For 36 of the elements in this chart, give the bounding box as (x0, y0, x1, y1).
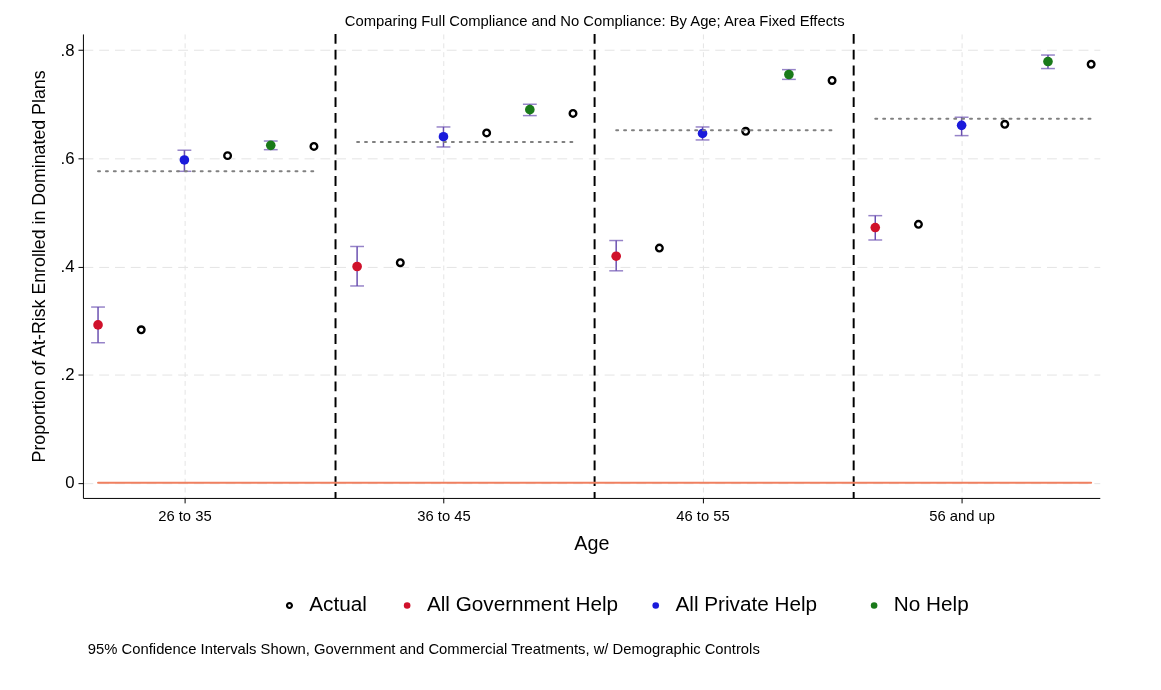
x-tick-label: 36 to 45 (417, 508, 471, 525)
point (870, 222, 881, 233)
point (223, 151, 233, 161)
legend-label: All Private Help (675, 592, 818, 616)
point (438, 131, 449, 142)
point (136, 325, 146, 335)
point (352, 261, 362, 272)
point (395, 258, 405, 268)
y-axis-title: Proportion of At-Risk Enrolled in Dominated Plans (28, 70, 49, 463)
text: 95% Confidence Intervals Shown, Government and Commercial Treatments, w/ Demographic Controls (87, 640, 760, 657)
y-tick-label: .8 (60, 40, 75, 60)
x-tick-label: 56 and up (929, 508, 996, 525)
point (956, 120, 967, 131)
legend-label: No Help (893, 592, 969, 616)
chart-title: Comparing Full Compliance and No Compliance: By Age; Area Fixed Effects (344, 13, 845, 30)
point (827, 75, 837, 85)
point (1086, 59, 1096, 69)
y-tick-label: 0 (65, 473, 75, 493)
point (611, 251, 621, 262)
x-tick-label: 26 to 35 (158, 508, 212, 525)
point (179, 155, 190, 165)
point (741, 126, 751, 136)
y-tick-label: .6 (60, 148, 75, 168)
y-tick-label: .2 (60, 365, 75, 385)
x-tick-label: 46 to 55 (676, 508, 730, 525)
x-axis-title: Age (574, 531, 610, 554)
legend-label: All Government Help (426, 592, 619, 616)
point (568, 108, 578, 118)
point (482, 128, 492, 138)
y-tick-label: .4 (60, 256, 75, 276)
legend-label: Actual (309, 592, 367, 616)
point (1000, 119, 1010, 129)
point (93, 320, 103, 330)
point (913, 219, 923, 229)
point (654, 243, 664, 253)
point (309, 141, 319, 151)
